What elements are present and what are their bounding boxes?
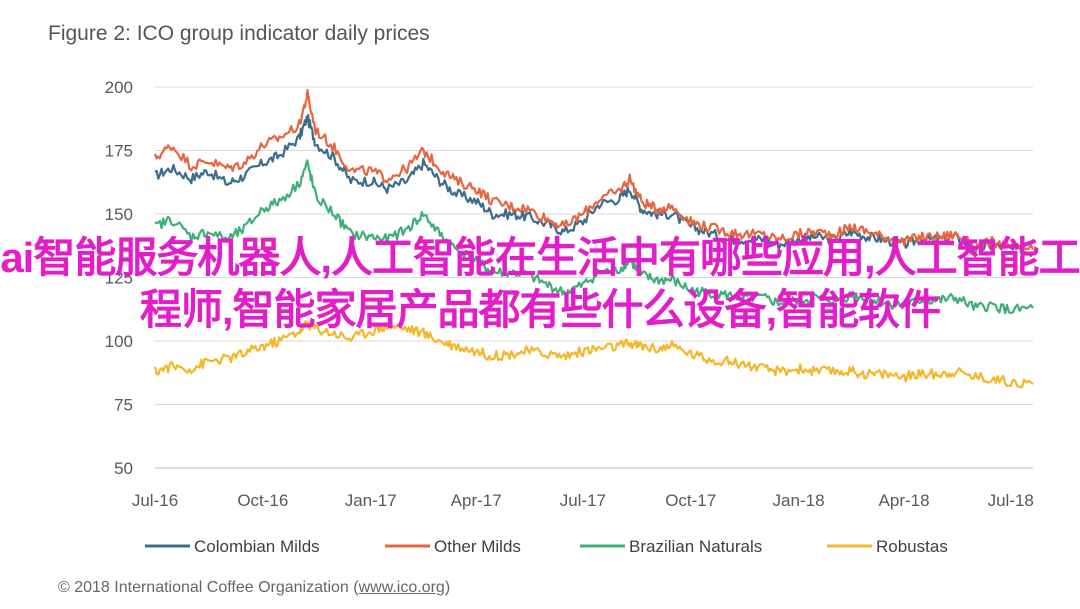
overlay-caption: ai智能服务机器人,人工智能在生活中有哪些应用,人工智能工程师,智能家居产品都有… [0, 234, 1080, 333]
x-tick-label: Jul-18 [988, 491, 1034, 510]
y-tick-label: 75 [114, 396, 133, 415]
credit-prefix: © 2018 International Coffee Organization… [58, 579, 359, 596]
legend: Colombian Milds Other Milds Brazilian Natu… [145, 537, 948, 556]
legend-label: Colombian Milds [194, 537, 320, 556]
series-line-brazilian-naturals [154, 159, 1034, 315]
y-tick-label: 175 [105, 142, 133, 161]
x-tick-label: Jan-17 [345, 491, 397, 510]
legend-label: Brazilian Naturals [629, 537, 762, 556]
x-tick-label: Jan-18 [773, 491, 825, 510]
y-axis-ticks: 50 75 100 125 150 175 200 [105, 78, 133, 478]
y-tick-label: 100 [105, 332, 133, 351]
y-tick-label: 50 [114, 459, 133, 478]
x-tick-label: Apr-17 [451, 491, 502, 510]
legend-label: Other Milds [434, 537, 521, 556]
y-tick-label: 200 [105, 78, 133, 97]
credit-suffix: ) [444, 579, 451, 596]
series-line-colombian-milds [154, 113, 1034, 257]
y-tick-label: 125 [105, 269, 133, 288]
x-tick-label: Jul-16 [132, 491, 178, 510]
y-tick-label: 150 [105, 205, 133, 224]
x-axis-ticks: Jul-16 Oct-16 Jan-17 Apr-17 Jul-17 Oct-17 Jan-… [132, 491, 1034, 510]
legend-label: Robustas [876, 537, 948, 556]
credit-link[interactable]: www.ico.org [358, 579, 445, 596]
chart-title: Figure 2: ICO group indicator daily pric… [48, 22, 430, 45]
series-line-other-milds [153, 88, 1035, 252]
x-tick-label: Jul-17 [560, 491, 606, 510]
copyright-credit: © 2018 International Coffee Organization… [58, 579, 450, 597]
series-line-robustas [153, 319, 1034, 389]
x-tick-label: Oct-17 [665, 491, 716, 510]
x-tick-label: Oct-16 [237, 491, 288, 510]
x-tick-label: Apr-18 [879, 491, 930, 510]
series-lines [153, 88, 1035, 389]
